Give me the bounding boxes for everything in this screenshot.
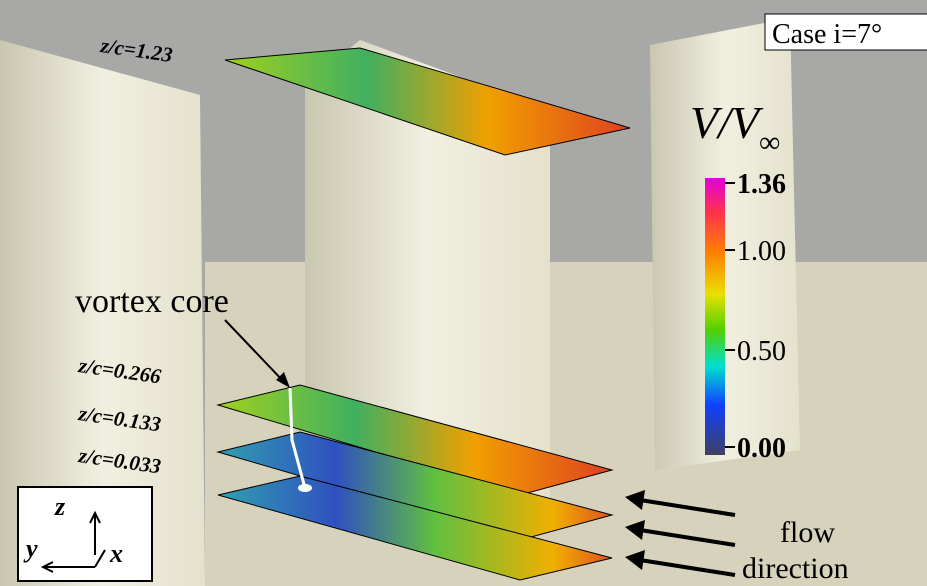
case-box <box>764 13 927 51</box>
slice-label: z/c=1.23 <box>98 33 174 67</box>
flow-arrows <box>639 498 736 577</box>
colorbar-tick-label: 0.00 <box>737 433 786 464</box>
colorbar-title: V/V∞ <box>690 97 780 159</box>
axes-box <box>17 486 153 582</box>
colorbar-title-sub: ∞ <box>759 126 780 159</box>
flow-label: direction <box>742 552 849 585</box>
flow-arrow-heads <box>625 490 645 570</box>
colorbar-title-main: V/V <box>690 97 764 148</box>
case-label: Case i=7° <box>772 19 882 50</box>
colorbar-ticks <box>725 182 735 448</box>
vortex-core-line <box>288 387 307 489</box>
scene <box>0 13 927 586</box>
axis-y: y <box>23 534 38 563</box>
colorbar-tick-label: 1.00 <box>737 236 786 267</box>
pointer-head <box>276 372 290 388</box>
pointer <box>224 319 286 384</box>
axis-z: z <box>54 492 66 521</box>
slice <box>224 47 631 156</box>
vortex-label: vortex core <box>75 283 229 320</box>
axis-x: x <box>109 539 123 568</box>
colorbar <box>705 178 725 455</box>
left-blade <box>0 40 205 586</box>
axes-arrows <box>40 510 106 573</box>
flow-label: flow <box>780 516 835 549</box>
colorbar-tick-label: 1.36 <box>737 169 786 200</box>
slice <box>217 475 613 581</box>
colorbar-tick-label: 0.50 <box>737 336 786 367</box>
vortex-core-point <box>298 484 312 492</box>
center-blade <box>305 40 550 500</box>
